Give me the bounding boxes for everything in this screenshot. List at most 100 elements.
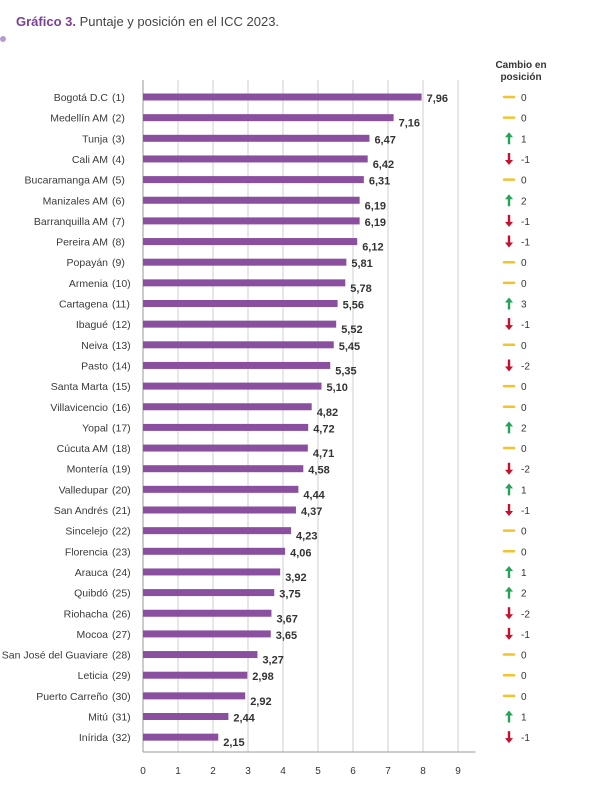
bar — [143, 692, 246, 700]
value-label: 6,19 — [365, 200, 386, 212]
position-change-label: -1 — [521, 217, 530, 228]
bar — [143, 176, 364, 184]
category-label: San Andrés — [54, 505, 108, 517]
category-label: Tunja — [82, 133, 108, 145]
position-label: (18) — [112, 443, 131, 455]
arrow-up-icon — [505, 421, 513, 434]
bar — [143, 93, 422, 101]
position-label: (31) — [112, 712, 131, 724]
x-tick-label: 2 — [210, 766, 216, 777]
position-change-label: 0 — [521, 444, 527, 455]
category-label: Armenia — [69, 278, 108, 290]
position-change-label: -2 — [521, 609, 530, 620]
category-label: Quibdó — [74, 588, 108, 600]
value-label: 7,16 — [399, 118, 420, 130]
x-tick-label: 5 — [315, 766, 321, 777]
category-label: Leticia — [78, 670, 109, 682]
arrow-down-icon — [505, 627, 513, 640]
position-label: (8) — [112, 237, 125, 249]
arrow-down-icon — [505, 152, 513, 165]
position-label: (28) — [112, 650, 131, 662]
arrow-down-icon — [505, 359, 513, 372]
arrow-down-icon — [505, 235, 513, 248]
category-label: Manizales AM — [43, 195, 108, 207]
value-label: 5,52 — [341, 324, 362, 336]
chart-title-text: Puntaje y posición en el ICC 2023. — [75, 14, 280, 29]
corner-dot — [0, 36, 6, 42]
category-label: Riohacha — [64, 608, 109, 620]
value-label: 4,37 — [301, 506, 322, 518]
position-change-label: 0 — [521, 382, 527, 393]
value-label: 6,42 — [373, 159, 394, 171]
value-label: 6,31 — [369, 176, 390, 188]
position-change-label: 0 — [521, 279, 527, 290]
category-label: Mocoa — [76, 629, 108, 641]
category-label: Cúcuta AM — [57, 443, 108, 455]
category-label: Bogotá D.C — [54, 92, 109, 104]
bar — [143, 114, 394, 122]
position-label: (24) — [112, 567, 131, 579]
position-label: (2) — [112, 113, 125, 125]
bar — [143, 465, 304, 473]
bar — [143, 238, 358, 246]
arrow-up-icon — [505, 565, 513, 578]
bar — [143, 217, 360, 225]
bar — [143, 630, 271, 638]
bar — [143, 300, 338, 307]
category-label: San José del Guaviare — [2, 650, 108, 662]
position-label: (16) — [112, 402, 131, 414]
position-change-label: 0 — [521, 176, 527, 187]
position-label: (20) — [112, 484, 131, 496]
value-label: 6,47 — [374, 134, 395, 146]
category-label: Cali AM — [72, 154, 108, 166]
position-label: (30) — [112, 691, 131, 703]
bar — [143, 361, 331, 369]
position-change-label: 3 — [521, 300, 527, 311]
position-label: (5) — [112, 175, 125, 187]
arrow-down-icon — [505, 731, 513, 744]
value-label: 4,44 — [303, 489, 325, 501]
value-label: 6,19 — [365, 217, 386, 229]
category-label: Cartagena — [59, 299, 108, 311]
position-label: (13) — [112, 340, 131, 352]
value-label: 7,96 — [427, 93, 448, 105]
position-label: (12) — [112, 319, 131, 331]
value-label: 3,27 — [262, 655, 283, 667]
position-label: (11) — [112, 299, 130, 311]
arrow-up-icon — [505, 710, 513, 723]
position-change-label: 0 — [521, 403, 527, 414]
category-label: Montería — [67, 464, 109, 476]
category-label: Ibagué — [76, 319, 108, 331]
position-label: (9) — [112, 257, 125, 269]
value-label: 4,71 — [313, 448, 334, 460]
arrow-up-icon — [505, 483, 513, 496]
arrow-down-icon — [505, 214, 513, 227]
position-change-label: 0 — [521, 341, 527, 352]
category-label: Pereira AM — [56, 237, 108, 249]
position-change-label: -1 — [521, 733, 530, 744]
category-label: Santa Marta — [51, 381, 108, 393]
position-change-label: 1 — [521, 485, 527, 496]
value-label: 5,10 — [327, 382, 348, 394]
category-label: Arauca — [75, 567, 108, 579]
category-label: Yopal — [82, 422, 108, 434]
position-change-label: 1 — [521, 134, 527, 145]
value-label: 3,67 — [276, 613, 297, 625]
bar — [143, 733, 219, 741]
value-label: 2,15 — [223, 737, 244, 749]
x-tick-label: 1 — [175, 766, 181, 777]
bar — [143, 671, 248, 679]
bar — [143, 155, 368, 163]
position-change-label: 0 — [521, 671, 527, 682]
value-label: 4,82 — [317, 407, 338, 419]
value-label: 2,98 — [252, 671, 273, 683]
value-label: 2,44 — [233, 713, 255, 725]
position-label: (22) — [112, 526, 131, 538]
bar — [143, 341, 334, 349]
bar — [143, 279, 346, 287]
bar — [143, 527, 292, 535]
category-label: Medellín AM — [50, 113, 108, 125]
position-label: (1) — [112, 92, 125, 104]
bar — [143, 134, 370, 142]
bar — [143, 444, 308, 452]
